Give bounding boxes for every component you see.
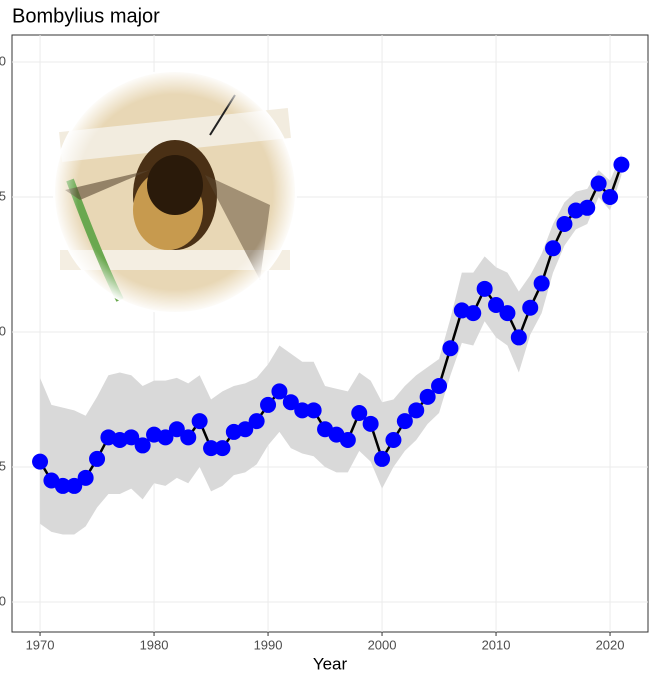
data-point — [203, 440, 220, 457]
data-point — [123, 429, 140, 446]
y-tick-label: 1.5 — [0, 188, 6, 203]
data-point — [431, 378, 448, 395]
data-point — [419, 388, 436, 405]
data-point — [77, 469, 94, 486]
data-point — [488, 297, 505, 314]
y-tick-label: 0.0 — [0, 593, 6, 608]
x-tick-label: 1980 — [140, 637, 169, 652]
x-tick-label: 1970 — [26, 637, 55, 652]
data-point — [294, 402, 311, 419]
data-point — [396, 413, 413, 430]
data-point — [339, 432, 356, 449]
data-point — [465, 305, 482, 322]
data-point — [248, 413, 265, 430]
y-tick-label: 0.5 — [0, 458, 6, 473]
data-point — [442, 340, 459, 357]
y-tick-label: 2.0 — [0, 53, 6, 68]
data-point — [191, 413, 208, 430]
data-point — [54, 477, 71, 494]
x-tick-label: 1990 — [254, 637, 283, 652]
data-point — [374, 450, 391, 467]
chart-title: Bombylius major — [12, 5, 160, 27]
data-point — [271, 383, 288, 400]
data-point — [556, 216, 573, 233]
data-point — [89, 450, 106, 467]
data-point — [351, 405, 368, 422]
data-point — [66, 477, 83, 494]
data-point — [510, 329, 527, 346]
data-point — [237, 421, 254, 438]
x-tick-label: 2020 — [596, 637, 625, 652]
data-point — [32, 453, 49, 470]
data-point — [579, 199, 596, 216]
data-point — [613, 156, 630, 173]
data-point — [134, 437, 151, 454]
x-axis-title: Year — [313, 654, 348, 673]
x-tick-label: 2010 — [482, 637, 511, 652]
data-point — [385, 432, 402, 449]
data-point — [260, 396, 277, 413]
data-point — [214, 440, 231, 457]
data-point — [522, 299, 539, 316]
data-point — [590, 175, 607, 192]
data-point — [180, 429, 197, 446]
x-tick-label: 2000 — [368, 637, 397, 652]
data-point — [408, 402, 425, 419]
data-point — [157, 429, 174, 446]
photo — [53, 70, 297, 314]
data-point — [533, 275, 550, 292]
data-point — [282, 394, 299, 411]
data-point — [545, 240, 562, 257]
data-point — [499, 305, 516, 322]
data-point — [362, 415, 379, 432]
data-point — [602, 189, 619, 206]
data-point — [305, 402, 322, 419]
data-point — [476, 280, 493, 297]
data-point — [168, 421, 185, 438]
y-tick-label: 1.0 — [0, 323, 6, 338]
